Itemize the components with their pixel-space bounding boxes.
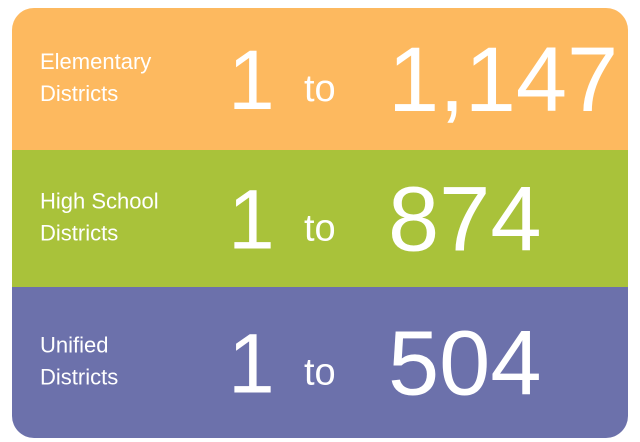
range-from: 1 xyxy=(228,173,275,267)
row-label: High School xyxy=(40,189,159,214)
range-sep: to xyxy=(304,352,336,394)
range-from: 1 xyxy=(228,33,275,127)
row-label: Elementary xyxy=(40,49,151,74)
range-from: 1 xyxy=(228,317,275,411)
range-to: 1,147 xyxy=(388,29,618,131)
row-band xyxy=(12,8,628,150)
row-label: Districts xyxy=(40,81,118,106)
row-label: Districts xyxy=(40,365,118,390)
row-label: Districts xyxy=(40,221,118,246)
rows: Elementary Districts 1 to 1,147 High School Di… xyxy=(12,8,628,438)
row-band xyxy=(12,287,628,438)
range-to: 874 xyxy=(388,169,542,271)
range-to: 504 xyxy=(388,313,542,415)
row-label: Unified xyxy=(40,333,108,358)
range-sep: to xyxy=(304,68,336,110)
row-band xyxy=(12,150,628,287)
range-sep: to xyxy=(304,208,336,250)
